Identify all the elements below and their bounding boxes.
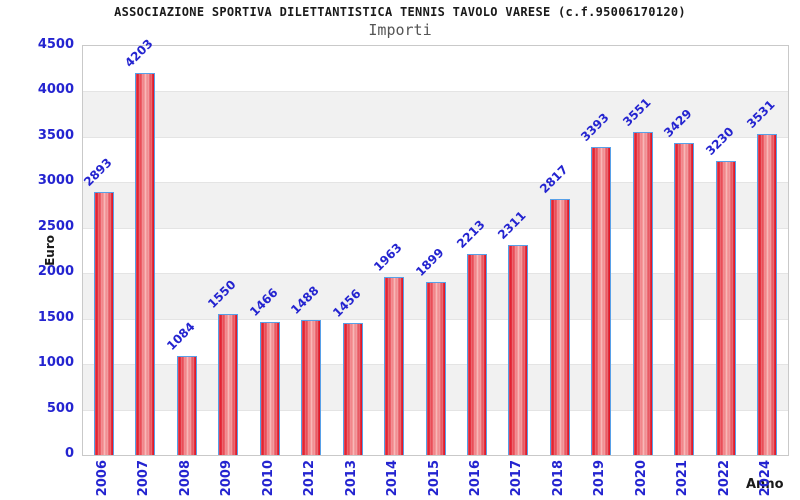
bar bbox=[508, 244, 529, 455]
plot-area: 2893 4203 1084 1550 1466 1488 1456 1963 1899 2213… bbox=[81, 36, 789, 456]
x-tick-label: 2007 bbox=[136, 460, 152, 497]
bar bbox=[715, 161, 736, 455]
grid-band bbox=[83, 136, 788, 183]
y-tick-label: 0 bbox=[64, 446, 74, 461]
bar bbox=[466, 253, 487, 455]
x-tick-label: 2014 bbox=[385, 460, 401, 497]
chart-subtitle: Importi bbox=[368, 21, 432, 39]
bar bbox=[632, 132, 653, 455]
grid-band bbox=[83, 91, 788, 137]
bar bbox=[342, 322, 363, 455]
bar bbox=[218, 314, 239, 455]
bar bbox=[384, 276, 405, 455]
y-tick-label: 3000 bbox=[37, 173, 74, 189]
bar bbox=[591, 146, 612, 455]
bar bbox=[93, 192, 114, 455]
x-tick-label: 2009 bbox=[219, 460, 235, 497]
x-tick-label: 2018 bbox=[550, 460, 566, 497]
x-tick-label: 2019 bbox=[592, 460, 608, 497]
x-tick-label: 2021 bbox=[675, 460, 691, 497]
x-tick-label: 2012 bbox=[302, 460, 318, 497]
x-tick-label: 2020 bbox=[633, 460, 649, 497]
x-tick-label: 2008 bbox=[177, 460, 193, 497]
x-axis-label: Anno bbox=[746, 477, 784, 492]
grid-band bbox=[83, 227, 788, 274]
y-tick-label: 1500 bbox=[37, 309, 74, 325]
bar bbox=[259, 321, 280, 455]
bar bbox=[674, 143, 695, 455]
y-tick-label: 2500 bbox=[37, 218, 74, 234]
x-tick-label: 2022 bbox=[716, 460, 732, 497]
bar bbox=[176, 356, 197, 455]
bar bbox=[425, 282, 446, 455]
y-tick-label: 4500 bbox=[37, 37, 74, 52]
x-tick-label: 2010 bbox=[260, 460, 276, 497]
bar bbox=[549, 198, 570, 455]
x-tick-label: 2024 bbox=[758, 460, 774, 497]
y-tick-label: 1000 bbox=[37, 355, 74, 371]
grid-band bbox=[83, 46, 788, 92]
y-tick-label: 2000 bbox=[37, 264, 74, 280]
bar bbox=[135, 73, 156, 455]
x-tick-label: 2015 bbox=[426, 460, 442, 497]
y-tick-label: 4000 bbox=[37, 82, 74, 98]
bar bbox=[757, 134, 778, 455]
y-tick-label: 3500 bbox=[37, 127, 74, 143]
chart-title: ASSOCIAZIONE SPORTIVA DILETTANTISTICA TE… bbox=[114, 5, 686, 19]
y-axis-label: Euro bbox=[43, 234, 57, 266]
bar bbox=[301, 319, 322, 455]
x-tick-label: 2013 bbox=[343, 460, 359, 497]
x-tick-label: 2006 bbox=[94, 460, 110, 497]
x-tick-label: 2017 bbox=[509, 460, 525, 497]
grid-band bbox=[83, 182, 788, 228]
x-tick-label: 2016 bbox=[467, 460, 483, 497]
y-tick-label: 500 bbox=[46, 400, 74, 416]
